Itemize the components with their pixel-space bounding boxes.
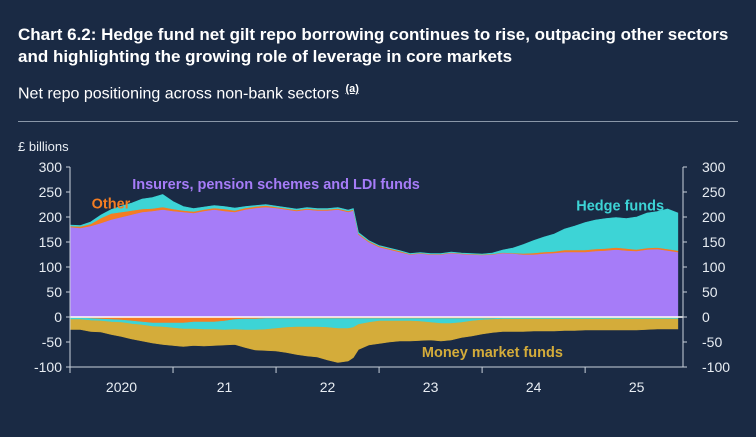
y-tick-right-label: 250	[702, 184, 726, 200]
y-tick-right-label: -100	[702, 359, 730, 375]
y-tick-right-label: 300	[702, 159, 726, 175]
y-tick-left-label: 150	[39, 234, 63, 250]
y-tick-right-label: 50	[702, 284, 718, 300]
y-tick-left-label: 250	[39, 184, 63, 200]
y-tick-left-label: -100	[34, 359, 62, 375]
chart-subtitle: Net repo positioning across non-bank sec…	[18, 79, 359, 104]
annotation-money-market: Money market funds	[422, 345, 563, 361]
header-divider	[18, 121, 738, 122]
y-axis-unit-label: £ billions	[18, 139, 69, 154]
chart-title: Chart 6.2: Hedge fund net gilt repo borr…	[18, 25, 729, 66]
x-tick-label: 24	[526, 379, 542, 395]
series-area-money-market	[69, 318, 679, 363]
series-area-hedge-funds	[69, 194, 679, 255]
x-tick-label: 23	[423, 379, 439, 395]
y-tick-left-label: 300	[39, 159, 63, 175]
x-tick-label: 25	[629, 379, 645, 395]
y-tick-left-label: 200	[39, 209, 63, 225]
x-tick-label: 2020	[106, 379, 137, 395]
annotation-insurers: Insurers, pension schemes and LDI funds	[132, 177, 420, 193]
annotation-hedge-funds: Hedge funds	[576, 199, 664, 215]
y-tick-right-label: 150	[702, 234, 726, 250]
x-tick-label: 21	[217, 379, 233, 395]
y-tick-right-label: 100	[702, 259, 726, 275]
y-tick-left-label: -50	[42, 334, 62, 350]
subtitle-text: Net repo positioning across non-bank sec…	[18, 85, 340, 103]
y-tick-right-label: -50	[702, 334, 722, 350]
y-tick-right-label: 200	[702, 209, 726, 225]
y-tick-left-label: 50	[46, 284, 62, 300]
stacked-areas	[69, 194, 679, 363]
footnote-marker[interactable]: (a)	[345, 83, 359, 95]
y-tick-left-label: 100	[39, 259, 63, 275]
y-tick-left-label: 0	[54, 309, 62, 325]
y-tick-right-label: 0	[702, 309, 710, 325]
annotation-other: Other	[92, 197, 131, 213]
x-tick-label: 22	[320, 379, 336, 395]
